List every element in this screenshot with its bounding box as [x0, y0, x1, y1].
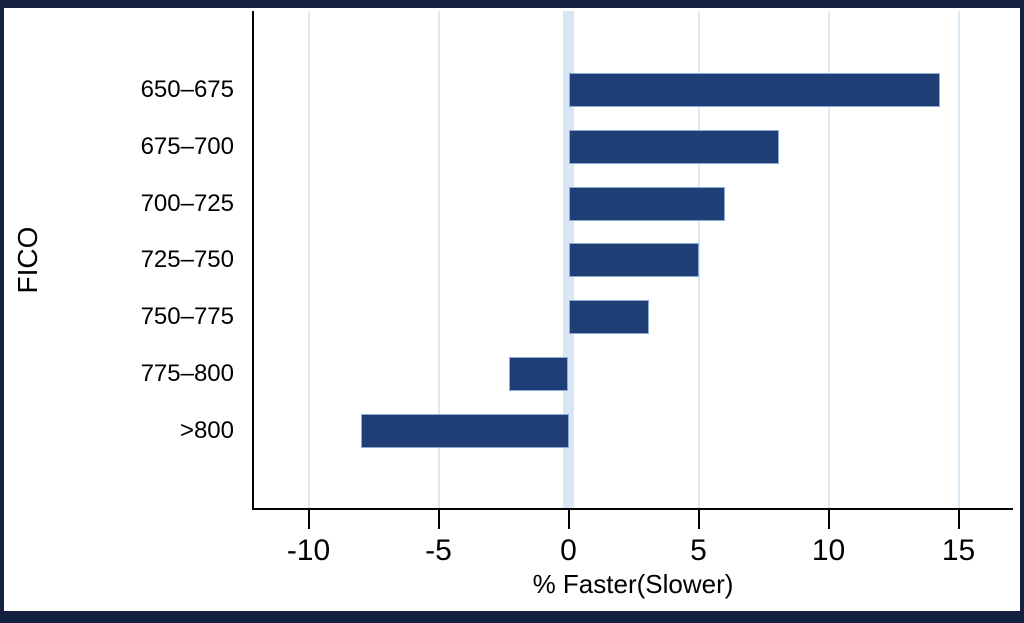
- bar-775–800: [508, 357, 569, 392]
- category-label-750–775: 750–775: [140, 303, 234, 331]
- x-axis-title: % Faster(Slower): [532, 569, 734, 599]
- bar-675–700: [568, 129, 780, 164]
- bar-725–750: [568, 243, 699, 278]
- gridline-x-15: [957, 11, 960, 508]
- category-label-700–725: 700–725: [140, 189, 234, 217]
- tick-mark-x-15: [957, 510, 960, 529]
- gridline-x--10: [307, 11, 310, 508]
- bar-750–775: [568, 300, 650, 335]
- y-axis-line: [252, 11, 254, 510]
- category-label->800: >800: [179, 416, 234, 444]
- tick-label-x-0: 0: [560, 534, 577, 567]
- category-label-675–700: 675–700: [140, 132, 234, 160]
- y-axis-title: FICO: [12, 226, 43, 294]
- bar->800: [360, 413, 569, 448]
- bar-700–725: [568, 186, 725, 221]
- category-label-775–800: 775–800: [140, 360, 234, 388]
- tick-label-x-10: 10: [811, 534, 846, 567]
- tick-mark-x-0: [567, 510, 570, 529]
- tick-label-x--5: -5: [425, 534, 452, 567]
- frame-border-top: [0, 0, 1024, 8]
- category-label-650–675: 650–675: [140, 76, 234, 103]
- frame-border-right: [1020, 0, 1024, 623]
- tick-label-x-5: 5: [690, 534, 707, 567]
- tick-mark-x--5: [437, 510, 440, 529]
- gridline-x-5: [697, 11, 700, 508]
- tick-mark-x-10: [827, 510, 830, 529]
- tick-mark-x--10: [307, 510, 310, 529]
- tick-mark-x-5: [697, 510, 700, 529]
- x-axis-line: [252, 508, 1013, 510]
- tick-label-x--10: -10: [286, 534, 331, 567]
- gridline-x-10: [827, 11, 830, 508]
- frame-border-bottom: [0, 611, 1024, 623]
- bar-650–675: [568, 73, 941, 107]
- gridline-x--5: [437, 11, 440, 508]
- frame-border-left: [0, 0, 4, 623]
- category-label-725–750: 725–750: [140, 246, 234, 274]
- tick-label-x-15: 15: [941, 534, 976, 567]
